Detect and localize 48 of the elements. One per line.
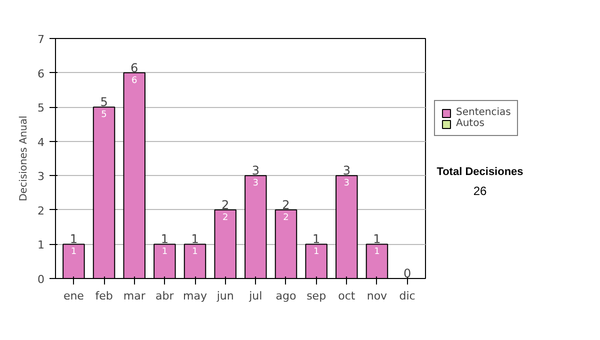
total-label: 5 [100, 95, 108, 110]
total-label: 1 [312, 232, 320, 246]
total-label: 1 [191, 232, 199, 246]
y-tick-label: 4 [38, 136, 44, 149]
x-tick-label: jun [216, 290, 234, 302]
y-tick-label: 7 [38, 33, 44, 46]
x-tick-label: mar [123, 290, 146, 302]
x-tick-label: dic [399, 290, 416, 302]
x-tick-label: nov [366, 290, 388, 302]
x-tick-label: sep [306, 290, 326, 302]
y-tick-label: 1 [38, 238, 44, 252]
text: 26 [473, 182, 487, 200]
data-label: 5 [101, 110, 107, 120]
text: Total Decisiones [436, 165, 524, 180]
data-label: 3 [344, 178, 350, 189]
x-tick-label: may [183, 290, 208, 302]
legend-label: Sentencias [456, 107, 511, 118]
total-label: 6 [130, 60, 138, 75]
y-tick-label: 6 [38, 67, 44, 80]
total-label: 2 [222, 198, 230, 212]
x-tick-label: ago [276, 290, 296, 302]
total-label: 2 [282, 198, 290, 212]
data-label: 1 [162, 247, 168, 258]
y-tick-label: 2 [38, 204, 44, 218]
y-tick-label: 3 [38, 170, 44, 184]
total-label: 1 [160, 232, 169, 246]
total-label: 1 [373, 232, 381, 246]
total-label: 1 [70, 232, 78, 246]
x-tick-label: oct [338, 290, 356, 302]
legend-label: Autos [456, 118, 484, 129]
x-tick-label: abr [156, 290, 174, 302]
data-label: 1 [374, 247, 380, 258]
data-label: 1 [192, 247, 198, 258]
total-label: 0 [403, 266, 412, 280]
total-label: 3 [342, 164, 350, 178]
y-tick-label: 0 [38, 273, 44, 286]
y-axis-title: Decisiones Anual [18, 116, 30, 202]
x-tick-label: jul [248, 290, 262, 302]
data-label: 1 [70, 247, 77, 258]
data-label: 1 [313, 247, 320, 258]
data-label: 2 [283, 212, 289, 223]
data-label: 3 [252, 178, 259, 189]
total-label: 3 [252, 164, 260, 178]
x-tick-label: feb [95, 290, 113, 302]
data-label: 6 [131, 76, 138, 86]
y-tick-label: 5 [38, 102, 44, 115]
x-tick-label: ene [63, 290, 84, 302]
data-label: 2 [222, 212, 228, 223]
